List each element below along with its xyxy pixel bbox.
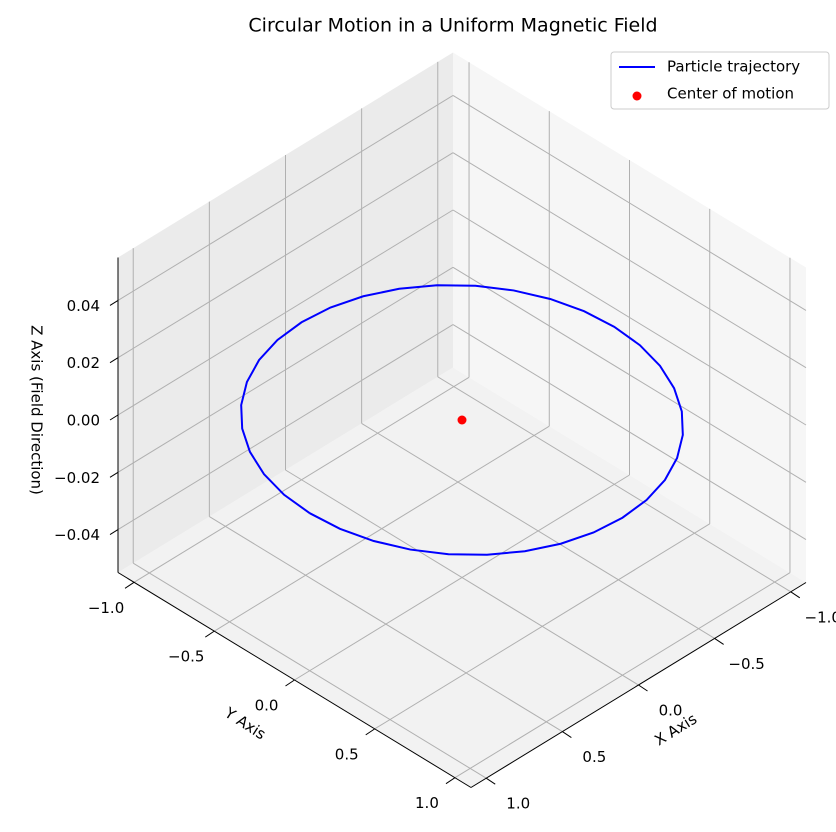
x-tick — [790, 591, 801, 599]
grid-line — [454, 572, 791, 779]
x-tick-label: 1.0 — [506, 795, 530, 813]
x-tick — [714, 637, 724, 645]
chart-title: Circular Motion in a Uniform Magnetic Fi… — [248, 15, 657, 37]
x-tick — [562, 731, 572, 739]
y-tick-label: −1.0 — [88, 599, 124, 617]
x-tick-label: −1.0 — [805, 608, 836, 626]
y-tick-label: −0.5 — [168, 648, 204, 666]
grid-line — [452, 266, 807, 483]
grid-line — [374, 523, 710, 730]
grid-line — [452, 209, 807, 426]
y-tick — [204, 630, 215, 638]
x-tick-label: 0.5 — [582, 748, 606, 766]
legend-label: Center of motion — [667, 85, 794, 103]
y-tick-label: 1.0 — [415, 794, 439, 812]
y-tick — [285, 679, 295, 687]
z-tick-label: −0.04 — [54, 526, 100, 544]
grid-line — [117, 95, 454, 301]
z-tick-label: 0.04 — [67, 297, 100, 315]
trajectory-line — [240, 284, 684, 556]
y-tick-label: 0.5 — [335, 745, 359, 763]
grid-line — [452, 324, 807, 540]
z-axis-label: Z Axis (Field Direction) — [28, 325, 46, 495]
y-tick — [445, 777, 456, 785]
grid-line — [452, 95, 807, 311]
grid-line — [117, 266, 454, 473]
x-tick-label: 0.0 — [659, 702, 683, 720]
grid-line — [214, 425, 550, 632]
grid-line — [452, 152, 807, 369]
legend-box — [610, 51, 830, 110]
y-axis-line — [117, 572, 472, 788]
legend-swatch — [632, 91, 642, 101]
legend-label: Particle trajectory — [667, 58, 800, 76]
z-tick — [109, 471, 119, 478]
z-tick — [109, 300, 119, 306]
center-point — [457, 415, 467, 425]
z-tick-label: 0.00 — [67, 412, 100, 430]
x-axis-line — [470, 582, 807, 788]
y-tick — [124, 581, 135, 589]
grid-line — [117, 152, 454, 359]
z-tick — [109, 529, 119, 535]
z-tick — [109, 357, 119, 364]
y-tick — [365, 728, 376, 736]
grid-line — [133, 376, 470, 583]
grid-line — [294, 474, 630, 681]
z-tick-label: 0.02 — [67, 354, 100, 372]
x-tick — [485, 777, 496, 785]
grid-line — [117, 209, 454, 416]
grid-line — [117, 324, 454, 530]
x-tick — [638, 684, 648, 692]
z-tick-label: −0.02 — [54, 469, 100, 487]
z-tick — [109, 414, 119, 421]
x-tick-label: −0.5 — [728, 655, 764, 673]
y-tick-label: 0.0 — [255, 697, 279, 715]
